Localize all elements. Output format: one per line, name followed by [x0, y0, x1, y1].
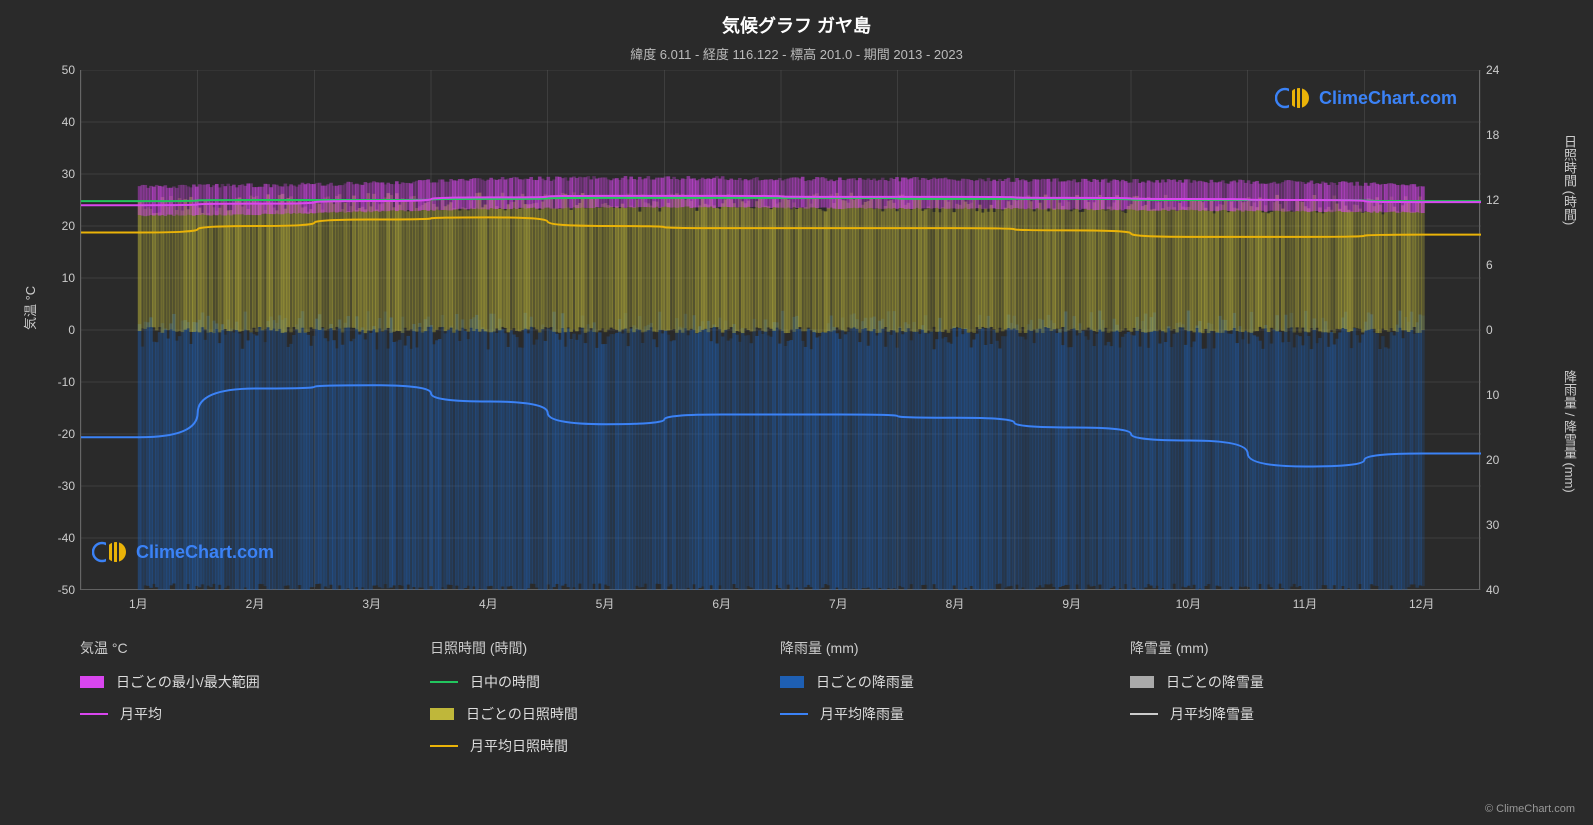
legend-item: 月平均降雨量 [780, 704, 1130, 724]
legend-label: 日ごとの降雨量 [816, 672, 914, 692]
x-tick-month: 4月 [468, 595, 508, 612]
watermark-logo-icon [1275, 86, 1311, 110]
y-tick-right: 12 [1486, 193, 1526, 207]
x-tick-month: 3月 [352, 595, 392, 612]
chart-title: 気候グラフ ガヤ島 [0, 0, 1593, 38]
legend-label: 日ごとの日照時間 [466, 704, 578, 724]
legend-label: 日ごとの最小/最大範囲 [116, 672, 260, 692]
watermark-text: ClimeChart.com [136, 542, 274, 563]
watermark-bottom-left: ClimeChart.com [92, 540, 274, 564]
copyright: © ClimeChart.com [1485, 803, 1575, 815]
legend-item: 日中の時間 [430, 672, 780, 692]
legend-item: 日ごとの日照時間 [430, 704, 780, 724]
legend-label: 月平均 [120, 704, 162, 724]
legend-column-title: 降雪量 (mm) [1130, 638, 1480, 658]
legend-column: 日照時間 (時間) 日中の時間日ごとの日照時間月平均日照時間 [430, 638, 780, 768]
x-tick-month: 11月 [1285, 595, 1325, 612]
legend-swatch [430, 681, 458, 684]
legend-label: 月平均降雨量 [820, 704, 904, 724]
x-tick-month: 6月 [702, 595, 742, 612]
watermark-logo-icon [92, 540, 128, 564]
legend-column-title: 気温 °C [80, 638, 430, 658]
chart-container: 気候グラフ ガヤ島 緯度 6.011 - 経度 116.122 - 標高 201… [0, 0, 1593, 825]
y-tick-right: 6 [1486, 258, 1526, 272]
legend-item: 日ごとの降雪量 [1130, 672, 1480, 692]
legend-column: 降雨量 (mm) 日ごとの降雨量月平均降雨量 [780, 638, 1130, 768]
y-tick-right: 20 [1486, 453, 1526, 467]
legend-label: 日中の時間 [470, 672, 540, 692]
y-tick-left: -40 [35, 531, 75, 545]
legend-swatch [430, 708, 454, 720]
plot-area [80, 70, 1480, 590]
x-tick-month: 8月 [935, 595, 975, 612]
x-tick-month: 1月 [118, 595, 158, 612]
y-tick-right: 40 [1486, 583, 1526, 597]
y-tick-left: 20 [35, 219, 75, 233]
y-tick-left: 10 [35, 271, 75, 285]
legend-label: 日ごとの降雪量 [1166, 672, 1264, 692]
y-axis-right-bottom-label: 降雨量 / 降雪量 (mm) [1560, 370, 1579, 493]
y-tick-left: 40 [35, 115, 75, 129]
legend-column-title: 日照時間 (時間) [430, 638, 780, 658]
legend-item: 日ごとの降雨量 [780, 672, 1130, 692]
y-tick-left: 30 [35, 167, 75, 181]
legend-item: 月平均降雪量 [1130, 704, 1480, 724]
y-tick-left: -50 [35, 583, 75, 597]
legend-swatch [1130, 713, 1158, 716]
chart-subtitle: 緯度 6.011 - 経度 116.122 - 標高 201.0 - 期間 20… [0, 38, 1593, 63]
x-tick-month: 12月 [1402, 595, 1442, 612]
legend-swatch [780, 676, 804, 688]
legend: 気温 °C 日ごとの最小/最大範囲月平均 日照時間 (時間) 日中の時間日ごとの日照時… [80, 638, 1480, 768]
y-tick-left: -20 [35, 427, 75, 441]
legend-label: 月平均日照時間 [470, 736, 568, 756]
y-tick-right: 0 [1486, 323, 1526, 337]
legend-swatch [430, 745, 458, 748]
legend-item: 月平均 [80, 704, 430, 724]
legend-column: 気温 °C 日ごとの最小/最大範囲月平均 [80, 638, 430, 768]
x-tick-month: 2月 [235, 595, 275, 612]
legend-swatch [1130, 676, 1154, 688]
y-axis-right-top-label: 日照時間 (時間) [1560, 135, 1579, 225]
y-tick-right: 10 [1486, 388, 1526, 402]
y-tick-right: 18 [1486, 128, 1526, 142]
legend-swatch [80, 676, 104, 688]
legend-label: 月平均降雪量 [1170, 704, 1254, 724]
legend-column: 降雪量 (mm) 日ごとの降雪量月平均降雪量 [1130, 638, 1480, 768]
x-tick-month: 10月 [1168, 595, 1208, 612]
y-tick-left: 50 [35, 63, 75, 77]
y-tick-left: -10 [35, 375, 75, 389]
legend-swatch [80, 713, 108, 716]
y-tick-left: 0 [35, 323, 75, 337]
watermark-text: ClimeChart.com [1319, 88, 1457, 109]
legend-item: 月平均日照時間 [430, 736, 780, 756]
x-tick-month: 5月 [585, 595, 625, 612]
x-tick-month: 7月 [818, 595, 858, 612]
legend-column-title: 降雨量 (mm) [780, 638, 1130, 658]
legend-item: 日ごとの最小/最大範囲 [80, 672, 430, 692]
y-tick-right: 30 [1486, 518, 1526, 532]
y-tick-left: -30 [35, 479, 75, 493]
legend-swatch [780, 713, 808, 716]
plot-svg [81, 70, 1481, 590]
watermark-top-right: ClimeChart.com [1275, 86, 1457, 110]
y-tick-right: 24 [1486, 63, 1526, 77]
x-tick-month: 9月 [1052, 595, 1092, 612]
